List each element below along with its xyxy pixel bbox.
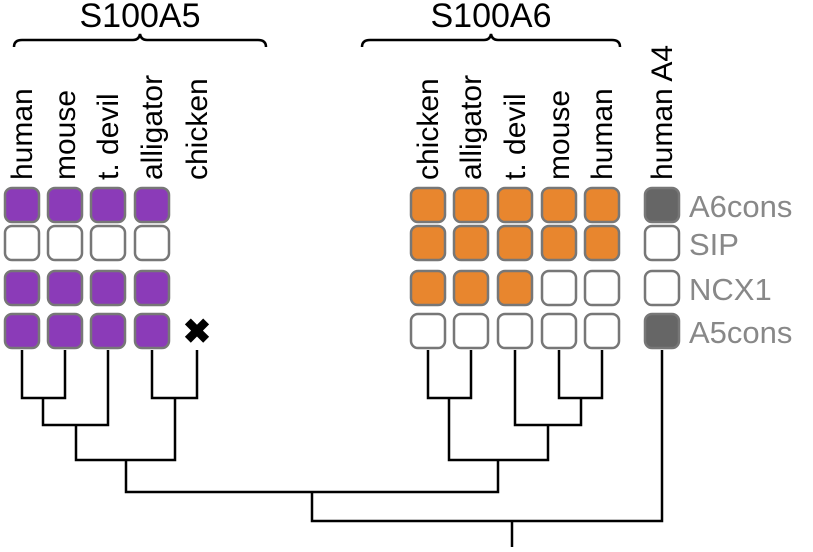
species-label: mouse — [543, 90, 576, 180]
state-cell — [540, 186, 578, 224]
state-cell — [46, 269, 84, 307]
lost-marker: ✖ — [183, 313, 212, 351]
species-label: human — [6, 88, 39, 180]
state-cell — [496, 312, 534, 350]
tree-branch — [150, 350, 199, 400]
tree-branch — [447, 398, 550, 462]
tree-branch — [74, 398, 177, 462]
state-cell — [540, 269, 578, 307]
state-cell — [409, 224, 447, 262]
state-cell — [583, 186, 621, 224]
state-cell — [133, 224, 171, 262]
tree-branch — [513, 350, 583, 427]
state-cell — [133, 269, 171, 307]
state-cell — [409, 312, 447, 350]
state-cell — [89, 269, 127, 307]
state-cell — [3, 224, 41, 262]
group-label-s100a6: S100A6 — [431, 0, 552, 35]
row-label: A6cons — [689, 189, 792, 224]
state-cell — [3, 312, 41, 350]
species-label: human — [586, 88, 619, 180]
group-brace-s100a6 — [360, 33, 622, 48]
tree-branch — [41, 350, 110, 427]
state-cell — [409, 269, 447, 307]
state-cell — [583, 224, 621, 262]
state-cell — [452, 269, 490, 307]
state-cell — [89, 186, 127, 224]
row-label: A5cons — [689, 315, 792, 350]
state-cell — [643, 269, 681, 307]
state-cell — [583, 312, 621, 350]
state-cell — [583, 269, 621, 307]
phylogenetic-tree — [20, 350, 664, 547]
species-label: mouse — [49, 90, 82, 180]
state-cell — [452, 224, 490, 262]
state-cell — [452, 312, 490, 350]
state-cell — [496, 269, 534, 307]
species-label: alligator — [136, 75, 169, 180]
state-cell — [452, 186, 490, 224]
state-cell — [3, 269, 41, 307]
species-label: chicken — [181, 78, 214, 180]
row-label: NCX1 — [689, 272, 772, 307]
tree-branch — [310, 350, 664, 523]
state-cell — [496, 186, 534, 224]
species-label: chicken — [412, 78, 445, 180]
group-brace-s100a5 — [12, 33, 268, 48]
state-cell — [133, 186, 171, 224]
species-label: t. devil — [499, 93, 532, 180]
species-labels: human mouse t. devil alligator chicken chicke… — [6, 45, 679, 180]
tree-branch — [557, 350, 604, 400]
state-cell — [496, 224, 534, 262]
tree-branch — [426, 350, 473, 400]
state-cell — [409, 186, 447, 224]
state-cell — [46, 186, 84, 224]
state-cell — [643, 224, 681, 262]
state-cell — [133, 312, 171, 350]
row-label: SIP — [689, 227, 739, 262]
state-cell — [46, 312, 84, 350]
species-label: human A4 — [646, 45, 679, 180]
species-label: t. devil — [92, 93, 125, 180]
tree-branch — [124, 460, 500, 494]
state-cell — [89, 224, 127, 262]
state-cell — [3, 186, 41, 224]
state-cell — [643, 312, 681, 350]
state-grid: ✖ — [3, 186, 681, 351]
state-cell — [540, 224, 578, 262]
species-label: alligator — [455, 75, 488, 180]
state-cell — [89, 312, 127, 350]
group-label-s100a5: S100A5 — [80, 0, 201, 35]
state-cell — [540, 312, 578, 350]
state-cell — [46, 224, 84, 262]
tree-branch — [20, 350, 67, 400]
state-cell — [643, 186, 681, 224]
